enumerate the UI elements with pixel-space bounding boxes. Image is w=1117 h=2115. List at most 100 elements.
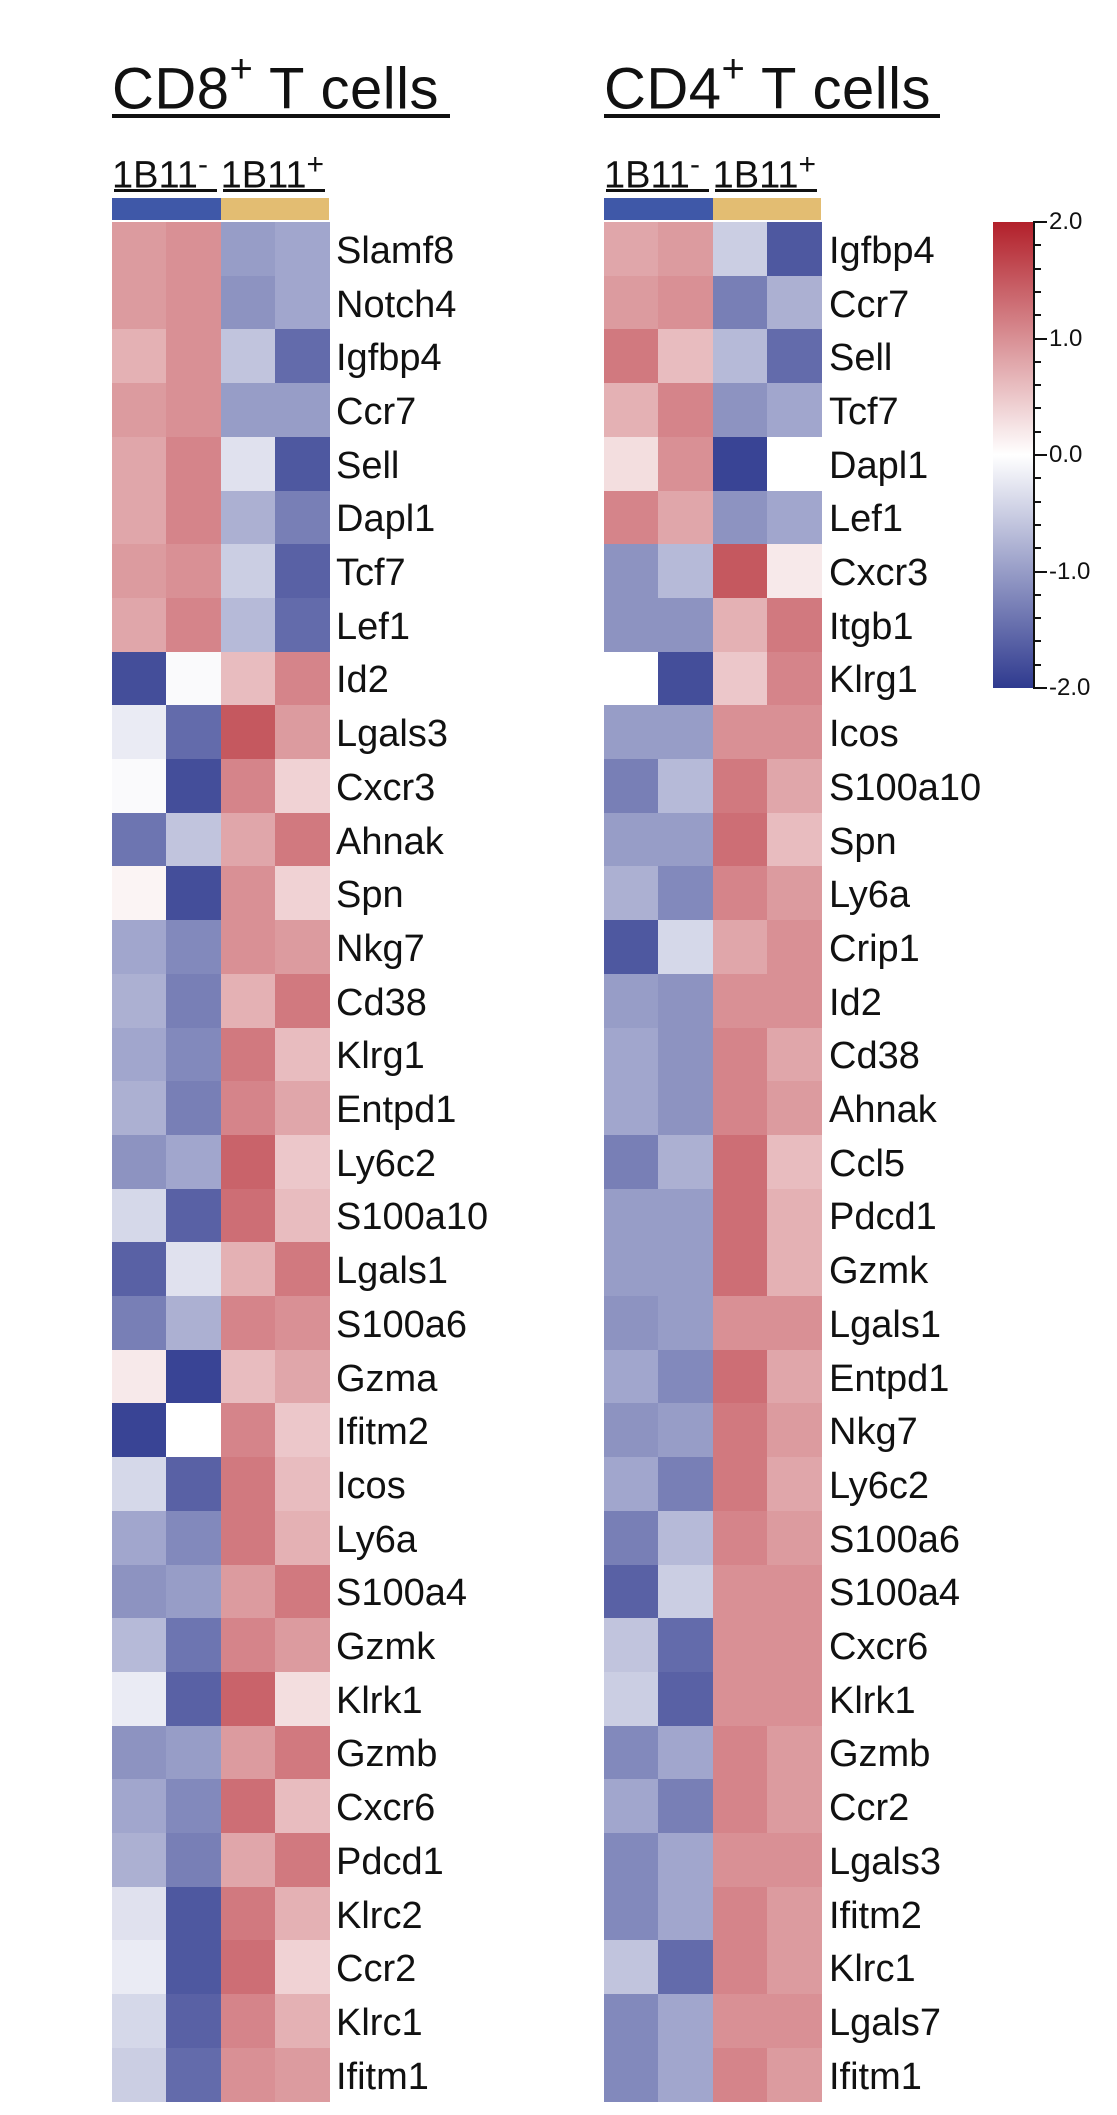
heatmap-cell <box>604 1403 659 1458</box>
heatmap-cell <box>112 812 167 867</box>
heatmap-cell <box>112 1081 167 1136</box>
heatmap-cell <box>712 275 768 330</box>
heatmap-cell <box>274 1671 330 1727</box>
heatmap-cell <box>220 2047 276 2103</box>
heatmap-cell <box>712 705 768 760</box>
gene-label: S100a10 <box>336 1196 489 1239</box>
heatmap-cell <box>112 2047 167 2103</box>
legend-minor-tick <box>1033 640 1041 643</box>
group-label-text: 1B11 <box>220 154 307 197</box>
gene-label: S100a4 <box>336 1572 468 1615</box>
group-label-0-0: 1B11- <box>112 150 208 195</box>
heatmap-cell <box>166 1886 222 1941</box>
heatmap-cell <box>604 1618 659 1673</box>
heatmap-cell <box>604 2047 659 2103</box>
gene-label: Entpd1 <box>336 1089 457 1132</box>
heatmap-cell <box>166 1242 222 1297</box>
heatmap-cell <box>166 651 222 706</box>
heatmap-cell <box>166 920 222 975</box>
legend-minor-tick <box>1033 221 1047 223</box>
heatmap-cell <box>766 222 822 277</box>
legend-minor-tick <box>1033 547 1041 550</box>
heatmap-cell <box>766 2047 822 2103</box>
heatmap-cell <box>658 544 714 599</box>
heatmap-cell <box>712 1188 768 1243</box>
heatmap-cell <box>766 1242 822 1297</box>
heatmap-cell <box>274 705 330 760</box>
heatmap-cell <box>604 490 659 545</box>
gene-label: Klrc1 <box>336 2001 423 2044</box>
heatmap-cell <box>658 1564 714 1619</box>
heatmap-cell <box>658 275 714 330</box>
gene-label: Nkg7 <box>829 1411 918 1454</box>
heatmap-cell <box>112 1510 167 1566</box>
heatmap-cell <box>274 1833 330 1888</box>
gene-label: Pdcd1 <box>829 1196 937 1239</box>
gene-label: Entpd1 <box>829 1357 950 1400</box>
heatmap-cell <box>712 1994 768 2049</box>
heatmap-cell <box>766 597 822 653</box>
heatmap-cell <box>712 1886 768 1941</box>
heatmap-cell <box>274 544 330 599</box>
heatmap-cell <box>220 1564 276 1619</box>
heatmap-cell <box>658 1940 714 1995</box>
heatmap-cell <box>220 436 276 492</box>
heatmap-cell <box>604 1671 659 1727</box>
heatmap-cell <box>766 1618 822 1673</box>
heatmap-cell <box>166 222 222 277</box>
heatmap-cell <box>604 1457 659 1512</box>
heatmap-cell <box>658 1081 714 1136</box>
heatmap-cell <box>166 597 222 653</box>
gene-label: Ccl5 <box>829 1142 906 1185</box>
legend-minor-tick <box>1033 617 1041 620</box>
gene-label: Klrk1 <box>829 1679 916 1722</box>
heatmap-cell <box>766 1725 822 1780</box>
heatmap-cell <box>112 1564 167 1619</box>
heatmap-cell <box>712 544 768 599</box>
heatmap-cell <box>220 759 276 814</box>
heatmap-cell <box>166 1188 222 1243</box>
legend-minor-tick <box>1033 384 1041 387</box>
gene-label: Icos <box>829 713 899 756</box>
heatmap-cell <box>112 329 167 384</box>
heatmap-cell <box>604 1564 659 1619</box>
heatmap-cell <box>658 651 714 706</box>
heatmap-cell <box>604 1510 659 1566</box>
heatmap-cell <box>712 490 768 545</box>
group-label-sup: - <box>689 148 700 181</box>
heatmap-cell <box>112 1833 167 1888</box>
heatmap-cell <box>274 2047 330 2103</box>
gene-label: Ifitm1 <box>336 2055 429 2098</box>
legend-tick-label: 2.0 <box>1049 208 1083 235</box>
heatmap-cell <box>274 759 330 814</box>
heatmap-cell <box>604 705 659 760</box>
heatmap-cell <box>112 1779 167 1834</box>
heatmap-cell <box>166 759 222 814</box>
legend-minor-tick <box>1033 360 1041 363</box>
group-label-text: 1B11 <box>604 154 690 197</box>
heatmap-cell <box>166 1994 222 2049</box>
gene-label: Tcf7 <box>829 390 899 433</box>
legend-minor-tick <box>1033 430 1041 433</box>
heatmap-cell <box>112 866 167 921</box>
heatmap-cell <box>166 705 222 760</box>
gene-label: Ifitm1 <box>829 2055 922 2098</box>
heatmap-cell <box>766 436 822 492</box>
heatmap-cell <box>712 1833 768 1888</box>
heatmap-cell <box>220 973 276 1029</box>
panel-title-underline-1 <box>604 114 940 118</box>
heatmap-cell <box>112 1027 167 1082</box>
heatmap-cell <box>658 759 714 814</box>
heatmap-cell <box>166 812 222 867</box>
heatmap-cell <box>658 383 714 438</box>
heatmap-cell <box>274 651 330 706</box>
heatmap-cell <box>112 436 167 492</box>
heatmap-cell <box>112 1188 167 1243</box>
heatmap-cell <box>712 1296 768 1351</box>
group-label-1-0: 1B11- <box>604 150 700 195</box>
heatmap-cell <box>166 490 222 545</box>
heatmap-cell <box>658 1403 714 1458</box>
heatmap-cell <box>274 383 330 438</box>
heatmap-cell <box>166 1618 222 1673</box>
heatmap-cell <box>274 973 330 1029</box>
